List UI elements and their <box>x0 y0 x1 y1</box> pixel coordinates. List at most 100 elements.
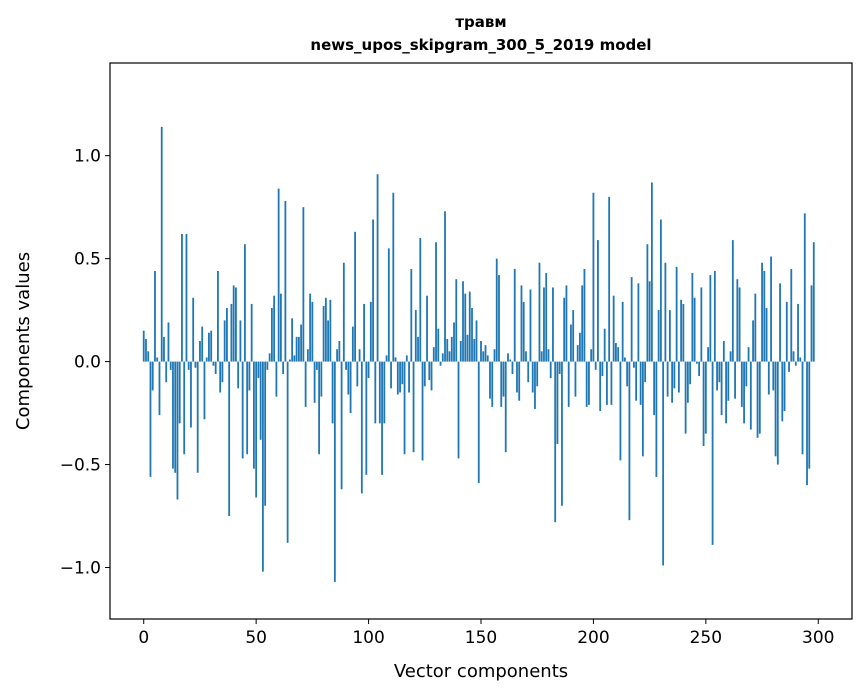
bar <box>529 289 532 362</box>
bar <box>799 357 802 362</box>
bar <box>365 361 368 475</box>
bar <box>165 361 168 383</box>
bar <box>417 336 419 362</box>
bar <box>342 262 345 362</box>
bar <box>408 361 410 393</box>
bar <box>594 361 597 370</box>
bar <box>313 361 316 403</box>
bar <box>518 361 521 401</box>
bar <box>264 361 267 506</box>
bar <box>608 196 611 362</box>
bar <box>570 324 572 362</box>
bar <box>266 361 269 370</box>
bar <box>435 242 437 362</box>
bar <box>695 361 698 364</box>
bar <box>145 338 147 362</box>
bar <box>250 303 253 362</box>
bar <box>439 361 442 366</box>
bar <box>797 303 799 362</box>
bar <box>367 361 370 379</box>
bar <box>776 361 779 465</box>
bar <box>291 318 294 362</box>
bar <box>174 361 177 473</box>
bar <box>302 207 305 362</box>
bar <box>754 293 757 362</box>
bar <box>230 303 233 362</box>
bar <box>190 361 192 428</box>
bar <box>770 256 772 362</box>
bar <box>369 301 372 362</box>
y-tick-label: 0.0 <box>74 353 101 373</box>
bar <box>565 285 568 362</box>
bar <box>405 355 408 362</box>
bar <box>154 270 156 362</box>
bar <box>720 361 723 416</box>
bar <box>592 192 595 362</box>
bar <box>360 361 363 494</box>
bar <box>716 361 718 391</box>
bar <box>513 268 516 362</box>
chart-title: травм <box>455 13 506 31</box>
x-tick-label: 100 <box>352 628 384 648</box>
bar <box>545 273 548 362</box>
bar <box>552 287 554 362</box>
bar <box>444 211 446 362</box>
bar <box>509 359 512 362</box>
bar <box>617 347 620 362</box>
bar <box>803 213 806 362</box>
bar <box>812 242 815 362</box>
bar <box>430 361 433 391</box>
bar <box>507 353 509 362</box>
bar <box>635 361 638 401</box>
bar <box>554 361 557 523</box>
bar <box>295 336 298 362</box>
bar <box>394 357 397 362</box>
bar <box>383 361 386 424</box>
bar <box>500 361 503 407</box>
bar <box>626 361 629 387</box>
bar <box>147 351 150 362</box>
bar <box>214 361 217 374</box>
bar <box>466 334 469 362</box>
bar <box>664 262 667 362</box>
bar <box>673 361 676 389</box>
bar <box>455 279 458 362</box>
bar <box>527 361 530 383</box>
y-tick-label: −0.5 <box>60 456 101 476</box>
bar <box>475 320 478 362</box>
bar <box>536 361 539 387</box>
bar <box>534 361 536 409</box>
bar <box>689 361 692 385</box>
bar <box>686 361 689 403</box>
bar <box>480 341 482 362</box>
bar <box>403 361 406 455</box>
bar <box>160 126 163 362</box>
bar <box>426 295 428 362</box>
bar <box>671 361 674 403</box>
bar <box>158 361 161 416</box>
bar <box>612 295 615 362</box>
bar <box>450 336 453 362</box>
y-axis-ticks: −1.0 −0.5 0.0 0.5 1.0 <box>60 147 110 579</box>
bar <box>385 355 388 362</box>
bar <box>320 361 323 397</box>
bar <box>468 291 471 362</box>
bar <box>351 326 354 362</box>
bar <box>448 351 451 362</box>
bar <box>543 287 545 362</box>
bar <box>581 285 584 362</box>
bar <box>810 285 813 362</box>
bar <box>576 345 579 362</box>
bar <box>738 287 741 362</box>
y-tick-label: 1.0 <box>74 147 101 167</box>
bar <box>792 351 795 362</box>
bar <box>700 287 703 362</box>
bar <box>167 322 170 362</box>
bar <box>736 279 739 362</box>
bar <box>381 361 383 475</box>
bar <box>228 361 231 517</box>
bar <box>713 270 716 362</box>
bar <box>419 238 422 362</box>
bar <box>336 349 338 362</box>
